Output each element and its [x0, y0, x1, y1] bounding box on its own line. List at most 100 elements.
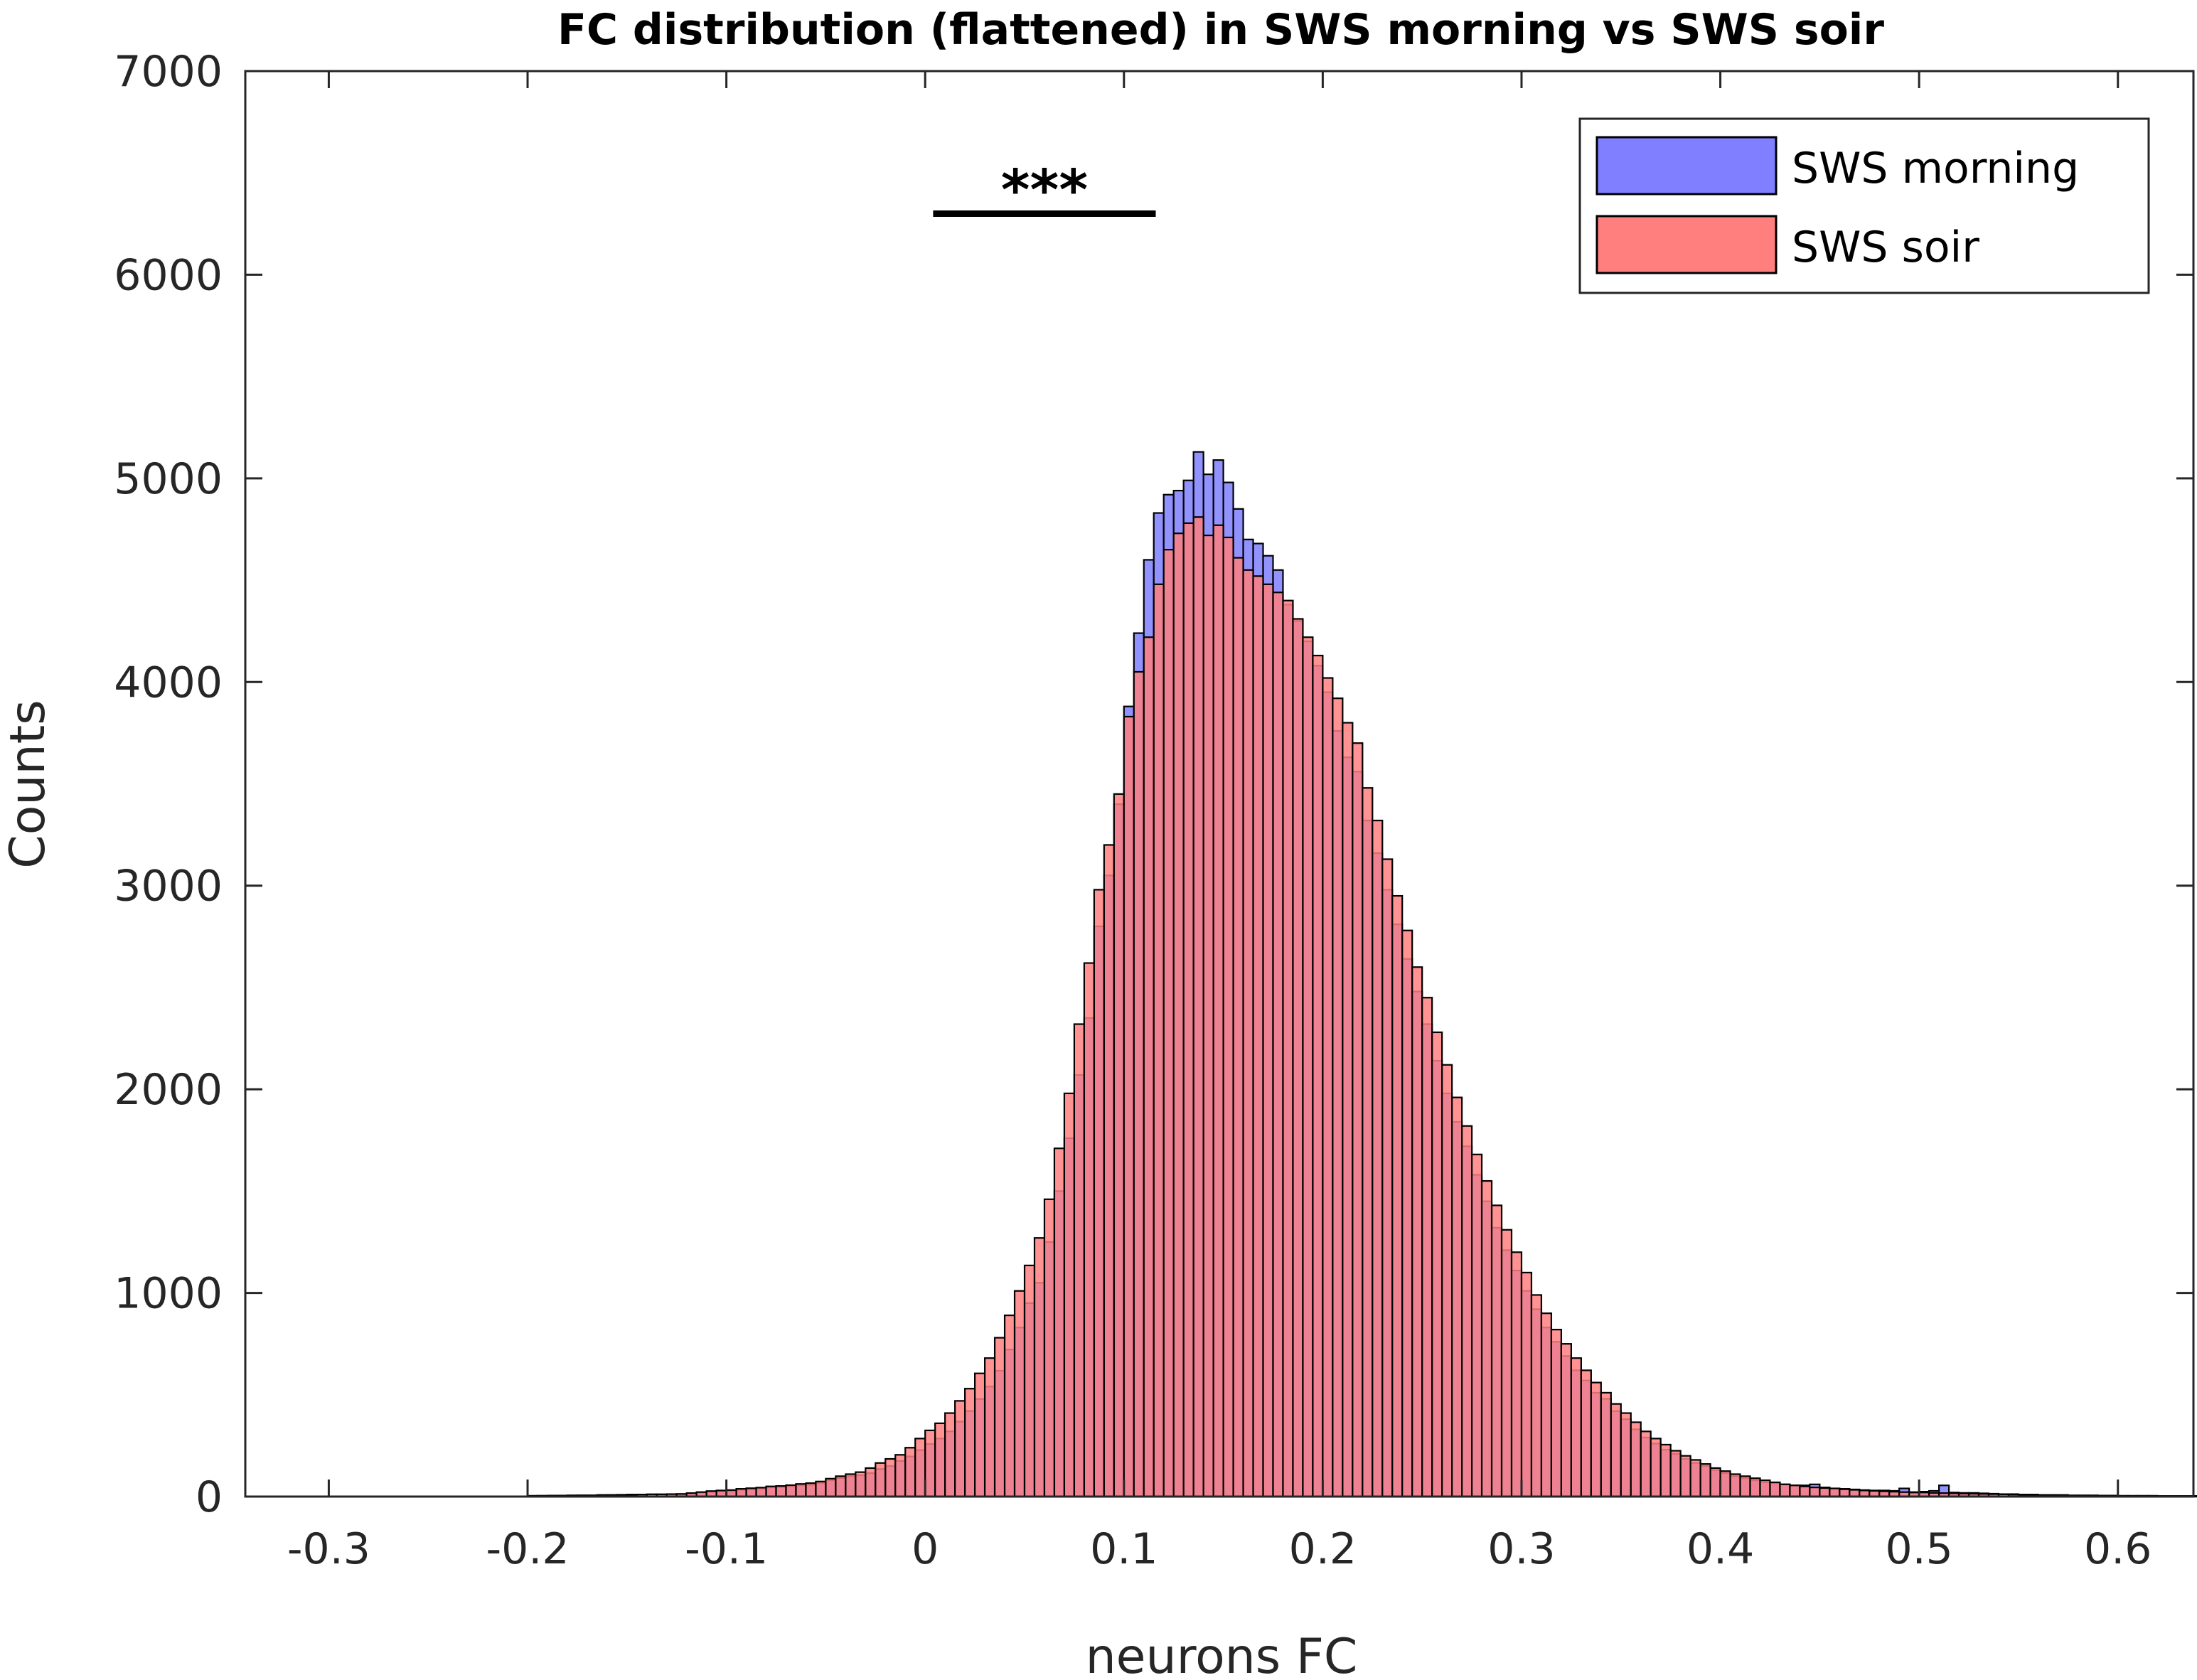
chart-title: FC distribution (flattened) in SWS morni… — [557, 5, 1884, 55]
bar-sws-soir — [1103, 844, 1115, 1498]
bar-sws-soir — [755, 1487, 767, 1498]
bar-sws-soir — [1689, 1459, 1701, 1498]
y-tick-label: 6000 — [114, 250, 223, 300]
bar-sws-soir — [1003, 1314, 1016, 1498]
x-tick-label: -0.2 — [486, 1524, 569, 1574]
bar-sws-soir — [1073, 1023, 1085, 1498]
bar-sws-soir — [1113, 793, 1125, 1498]
bar-sws-soir — [1083, 962, 1095, 1498]
x-axis-ticks: -0.3 -0.2 -0.1 0 0.1 0.2 0.3 0.4 0.5 0.6 — [287, 71, 2151, 1574]
bar-sws-soir — [805, 1482, 817, 1498]
bar-sws-soir — [1510, 1251, 1523, 1498]
bar-sws-soir — [934, 1422, 946, 1498]
bar-sws-soir — [964, 1388, 976, 1498]
bar-sws-soir — [1352, 742, 1364, 1498]
bar-sws-soir — [914, 1438, 926, 1498]
bar-sws-soir — [1312, 654, 1324, 1498]
plot-border — [244, 70, 2195, 1498]
bar-sws-soir — [1669, 1450, 1682, 1498]
bar-sws-soir — [1143, 636, 1155, 1498]
bar-sws-soir — [775, 1485, 787, 1498]
bar-sws-soir — [765, 1485, 777, 1498]
bar-sws-soir — [1540, 1312, 1553, 1498]
bar-sws-soir — [1182, 522, 1194, 1498]
bar-sws-soir — [1292, 618, 1304, 1498]
y-axis-ticks: 0 1000 2000 3000 4000 5000 6000 7000 — [114, 47, 2193, 1522]
bar-sws-soir — [1470, 1153, 1483, 1498]
bar-sws-soir — [745, 1487, 757, 1498]
bar-sws-soir — [1063, 1092, 1076, 1498]
significance-stars: *** — [1001, 159, 1088, 223]
y-tick-label: 5000 — [114, 454, 223, 504]
bar-sws-soir — [1530, 1294, 1543, 1498]
bar-sws-soir — [1192, 516, 1204, 1498]
x-tick-label: 0.5 — [1885, 1524, 1952, 1574]
bar-sws-soir — [1749, 1477, 1761, 1498]
bar-sws-soir — [1252, 575, 1264, 1498]
bar-sws-soir — [835, 1475, 847, 1498]
bar-sws-soir — [1650, 1438, 1662, 1498]
bar-sws-soir — [894, 1454, 907, 1498]
legend-swatch-sws-soir — [1595, 215, 1778, 274]
bar-sws-soir — [1212, 524, 1224, 1498]
bar-sws-soir — [884, 1457, 897, 1498]
x-axis-label: neurons FC — [1086, 1629, 1358, 1680]
x-tick-label: 0.6 — [2084, 1524, 2151, 1574]
bar-sws-soir — [735, 1488, 747, 1498]
bar-sws-soir — [1620, 1412, 1632, 1498]
bar-sws-soir — [1769, 1481, 1781, 1498]
legend-swatch-sws-morning — [1595, 136, 1778, 196]
bar-sws-soir — [1362, 787, 1374, 1498]
bar-sws-soir — [1659, 1443, 1672, 1498]
x-tick-label: 0.2 — [1289, 1524, 1357, 1574]
bar-sws-soir — [1490, 1204, 1503, 1498]
bar-sws-soir — [875, 1462, 887, 1498]
bar-sws-soir — [1023, 1264, 1036, 1498]
bar-sws-soir — [1779, 1483, 1791, 1498]
y-tick-label: 4000 — [114, 658, 223, 707]
y-tick-label: 0 — [196, 1472, 223, 1522]
bar-sws-soir — [1550, 1329, 1562, 1498]
bar-sws-soir — [785, 1484, 797, 1498]
bar-sws-soir — [1262, 583, 1274, 1498]
bar-sws-soir — [1381, 858, 1394, 1498]
bar-sws-soir — [1332, 697, 1344, 1498]
legend: SWS morning SWS soir — [1578, 117, 2150, 294]
bar-sws-soir — [1162, 549, 1175, 1498]
bar-sws-soir — [1640, 1430, 1652, 1498]
bar-sws-soir — [1153, 583, 1165, 1498]
bar-sws-soir — [1729, 1473, 1741, 1498]
bar-sws-soir — [1202, 534, 1214, 1498]
bar-sws-soir — [1441, 1064, 1453, 1498]
bar-sws-soir — [1570, 1357, 1582, 1498]
x-tick-label: 0.4 — [1686, 1524, 1754, 1574]
bar-sws-soir — [845, 1473, 857, 1498]
bar-sws-soir — [1699, 1463, 1711, 1498]
legend-label-sws-soir: SWS soir — [1792, 223, 1979, 272]
bar-sws-soir — [954, 1400, 966, 1498]
bar-sws-soir — [1839, 1488, 1851, 1498]
bar-sws-soir — [1222, 536, 1234, 1498]
bar-sws-soir — [1560, 1343, 1572, 1498]
bar-sws-soir — [1411, 966, 1423, 1498]
bar-sws-soir — [1043, 1198, 1056, 1498]
bar-sws-soir — [973, 1372, 986, 1498]
bar-sws-soir — [1819, 1487, 1831, 1498]
bar-sws-soir — [1013, 1290, 1026, 1498]
bar-sws-soir — [1401, 929, 1413, 1498]
bar-sws-soir — [1421, 997, 1433, 1498]
y-axis-label: Counts — [0, 700, 56, 868]
bar-sws-soir — [993, 1337, 1006, 1498]
y-tick-label: 7000 — [114, 47, 223, 97]
bar-sws-soir — [1759, 1479, 1771, 1498]
bar-sws-soir — [1093, 889, 1105, 1498]
x-tick-label: 0.3 — [1487, 1524, 1555, 1574]
y-tick-label: 3000 — [114, 862, 223, 911]
x-tick-label: 0 — [912, 1524, 939, 1574]
bar-sws-soir — [1302, 636, 1314, 1498]
bar-sws-soir — [1590, 1381, 1602, 1498]
bar-sws-soir — [1282, 599, 1294, 1498]
bar-sws-soir — [944, 1412, 956, 1498]
bar-sws-soir — [865, 1467, 877, 1498]
bar-sws-soir — [1461, 1125, 1473, 1498]
